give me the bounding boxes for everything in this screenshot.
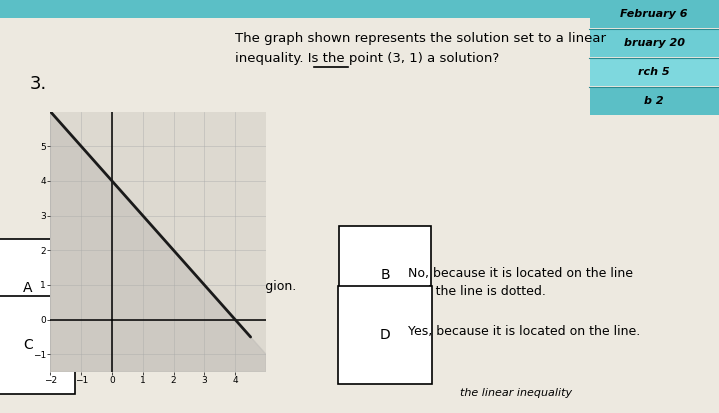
Text: rch 5: rch 5 [638,67,670,77]
Text: inequality. Is the point (3, 1) a solution?: inequality. Is the point (3, 1) a soluti… [235,52,499,65]
Text: shaded region.: shaded region. [55,351,149,364]
Bar [589,87,719,115]
Bar [0,0,719,18]
Text: the linear inequality: the linear inequality [460,388,572,398]
Text: b 2: b 2 [644,96,664,106]
Bar [0,18,590,413]
Text: February 6: February 6 [620,9,688,19]
Bar [589,58,719,86]
Text: The graph shown represents the solution set to a linear: The graph shown represents the solution … [235,32,606,45]
Polygon shape [50,112,266,372]
Text: C: C [23,338,33,352]
Text: No, because it is located on the line: No, because it is located on the line [408,267,633,280]
Text: D: D [380,328,390,342]
Text: Yes, because it is located in the: Yes, because it is located in the [55,333,252,346]
Text: No, because it is in the shaded region.: No, because it is in the shaded region. [55,280,296,293]
Text: 3.: 3. [30,75,47,93]
Text: and the line is dotted.: and the line is dotted. [408,285,546,298]
Bar [589,29,719,57]
Text: Yes, because it is located on the line.: Yes, because it is located on the line. [408,325,640,338]
Text: B: B [380,268,390,282]
Bar [589,0,719,28]
Text: bruary 20: bruary 20 [623,38,684,48]
Text: A: A [23,281,33,295]
